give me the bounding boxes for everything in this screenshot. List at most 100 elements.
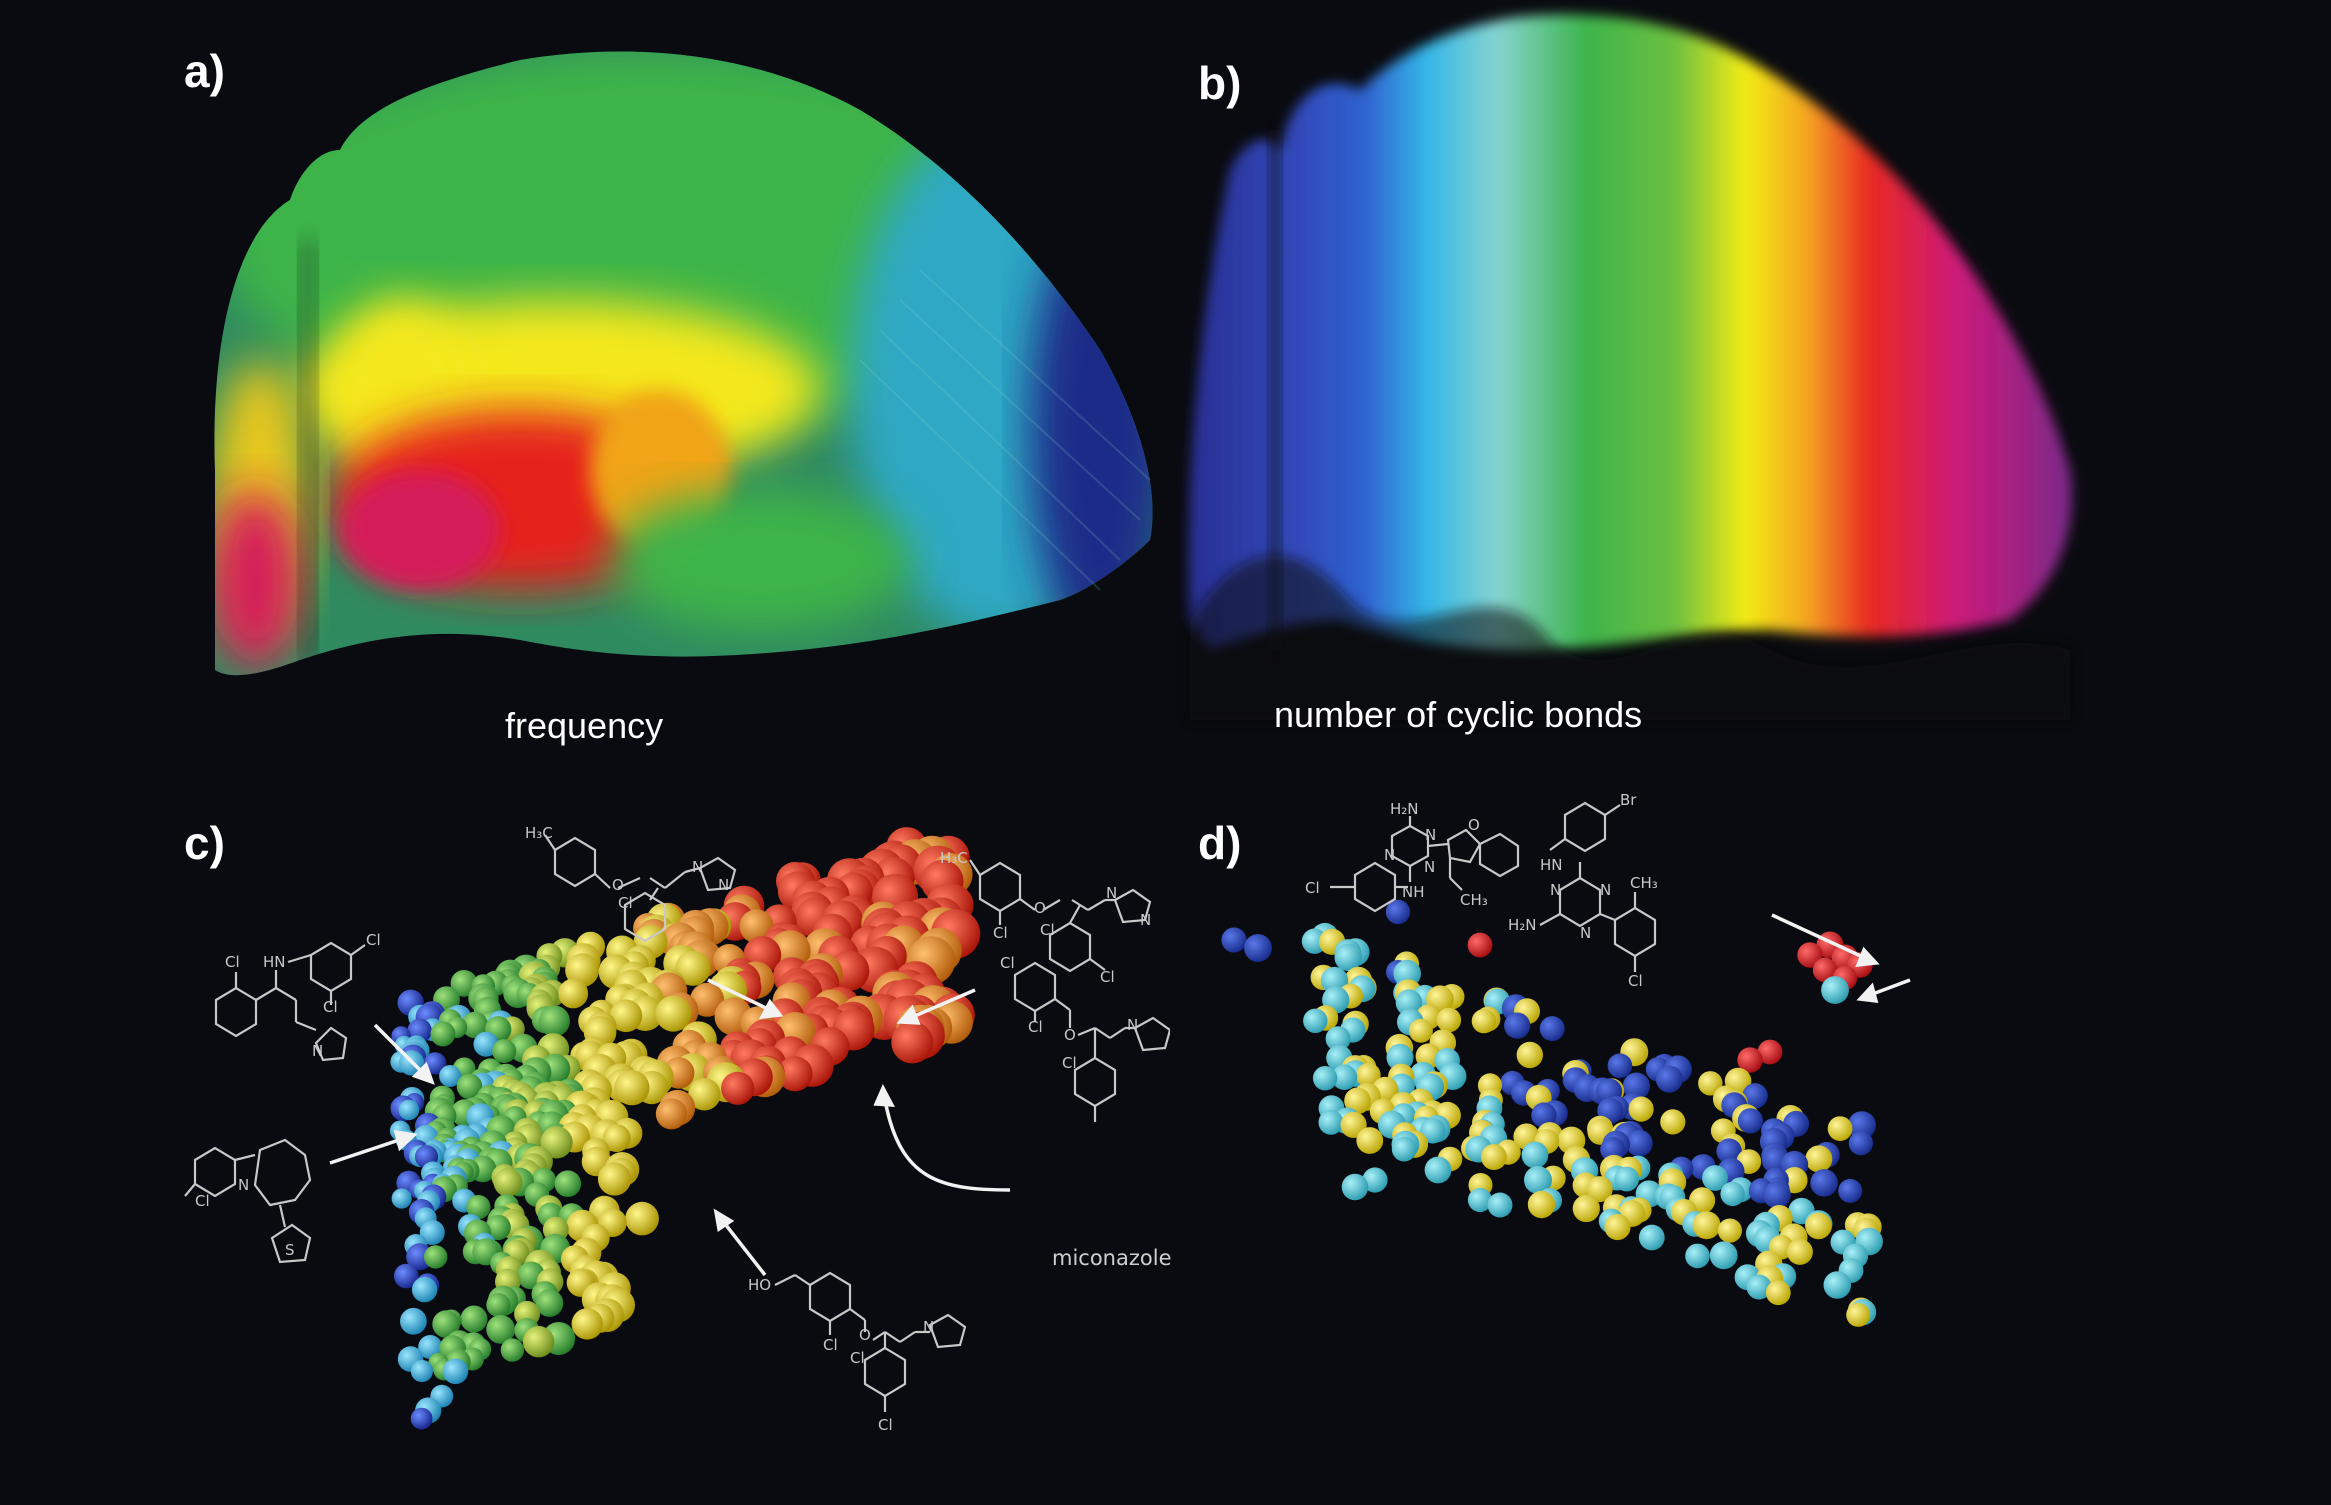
panel-d-structures xyxy=(1330,801,1657,972)
svg-text:N: N xyxy=(238,1176,249,1194)
sphere xyxy=(1685,1243,1710,1269)
sphere xyxy=(1763,1181,1791,1209)
svg-text:Cl: Cl xyxy=(878,1416,893,1434)
sphere xyxy=(1846,1302,1871,1327)
svg-text:Cl: Cl xyxy=(323,998,338,1016)
sphere xyxy=(688,1078,721,1111)
sphere xyxy=(411,1276,438,1303)
sphere xyxy=(1325,1026,1351,1052)
sphere xyxy=(1604,1213,1631,1241)
sphere xyxy=(1521,1141,1549,1169)
sphere xyxy=(1742,1083,1768,1109)
svg-text:O: O xyxy=(1064,1026,1076,1044)
svg-text:N: N xyxy=(1424,858,1435,876)
sphere xyxy=(439,1065,462,1087)
svg-text:O: O xyxy=(612,876,624,894)
sphere xyxy=(424,1052,447,1075)
sphere xyxy=(1614,1166,1640,1192)
sphere xyxy=(1812,957,1838,983)
sphere xyxy=(1638,1224,1665,1251)
svg-text:HN: HN xyxy=(263,953,286,971)
svg-text:HN: HN xyxy=(1540,856,1563,874)
sphere xyxy=(1702,1165,1728,1191)
sphere xyxy=(461,1011,489,1039)
sphere xyxy=(1312,1066,1338,1091)
sphere xyxy=(1320,966,1349,995)
svg-text:Cl: Cl xyxy=(1100,968,1115,986)
sphere xyxy=(466,1195,491,1220)
structure-d-right xyxy=(1539,801,1657,972)
sphere xyxy=(1821,976,1849,1004)
svg-text:Cl: Cl xyxy=(993,924,1008,942)
sphere xyxy=(1331,1064,1358,1090)
svg-text:N: N xyxy=(312,1042,323,1060)
sphere xyxy=(1622,1072,1650,1100)
sphere xyxy=(1805,1145,1833,1173)
panel-d: d) xyxy=(1170,760,2331,1505)
sphere xyxy=(1737,1108,1763,1134)
panel-c-arrows xyxy=(329,978,1011,1277)
sphere xyxy=(1393,959,1421,988)
structure-d-top xyxy=(1330,816,1520,913)
svg-text:H₂N: H₂N xyxy=(1508,916,1537,934)
panel-b-label: b) xyxy=(1198,57,1242,109)
structure-c-miconazole xyxy=(1013,961,1170,1122)
sphere xyxy=(1786,1238,1813,1265)
sphere xyxy=(739,909,774,944)
sphere xyxy=(571,1308,603,1340)
structure-c-top-middle xyxy=(544,834,737,943)
panel-c: c) xyxy=(0,760,1172,1505)
sphere xyxy=(1516,1041,1543,1069)
sphere xyxy=(1805,1212,1832,1240)
sphere xyxy=(1395,989,1423,1016)
sphere xyxy=(1586,1176,1613,1203)
svg-text:N: N xyxy=(1384,846,1395,864)
panel-b-axis-caption: number of cyclic bonds xyxy=(1274,694,1643,735)
sphere xyxy=(418,1335,443,1359)
panel-a-label: a) xyxy=(184,45,225,97)
sphere xyxy=(1827,1116,1853,1141)
svg-text:O: O xyxy=(859,1326,871,1344)
sphere xyxy=(460,1305,488,1333)
sphere xyxy=(1362,1167,1388,1193)
sphere xyxy=(1386,1043,1414,1071)
sphere xyxy=(1471,1008,1497,1034)
sphere xyxy=(721,1071,755,1105)
svg-text:Cl: Cl xyxy=(366,931,381,949)
svg-text:Cl: Cl xyxy=(195,1192,210,1210)
panel-c-spheres xyxy=(389,827,981,1430)
sphere xyxy=(1692,1211,1721,1240)
svg-text:Cl: Cl xyxy=(850,1349,865,1367)
sphere xyxy=(1424,1156,1452,1184)
sphere xyxy=(1385,899,1411,925)
structure-c-top-right xyxy=(969,859,1152,973)
svg-text:Cl: Cl xyxy=(618,894,633,912)
svg-text:N: N xyxy=(1140,911,1151,929)
svg-text:O: O xyxy=(1034,899,1046,917)
sphere xyxy=(675,950,711,986)
svg-text:Cl: Cl xyxy=(1040,921,1055,939)
svg-text:CH₃: CH₃ xyxy=(1630,874,1658,892)
structure-c-bottom xyxy=(774,1271,967,1412)
sphere xyxy=(522,1326,555,1358)
sphere xyxy=(1334,943,1362,972)
svg-text:H₂N: H₂N xyxy=(1390,800,1419,818)
sphere xyxy=(1344,1087,1371,1115)
sphere xyxy=(535,1289,564,1317)
sphere xyxy=(1244,934,1272,962)
sphere xyxy=(1607,1053,1633,1078)
sphere xyxy=(777,1056,813,1092)
panel-c-label: c) xyxy=(184,817,225,869)
sphere xyxy=(1660,1109,1686,1135)
sphere xyxy=(1572,1194,1600,1223)
sphere xyxy=(400,1307,427,1335)
sphere xyxy=(1504,1012,1531,1039)
svg-text:Cl: Cl xyxy=(1028,1018,1043,1036)
sphere xyxy=(1765,1280,1791,1306)
sphere xyxy=(398,1099,420,1121)
svg-text:H₃C: H₃C xyxy=(525,824,553,842)
sphere xyxy=(1720,1181,1745,1207)
panel-d-arrows xyxy=(1771,913,1911,1004)
sphere xyxy=(1797,942,1823,968)
svg-text:O: O xyxy=(1468,816,1480,834)
